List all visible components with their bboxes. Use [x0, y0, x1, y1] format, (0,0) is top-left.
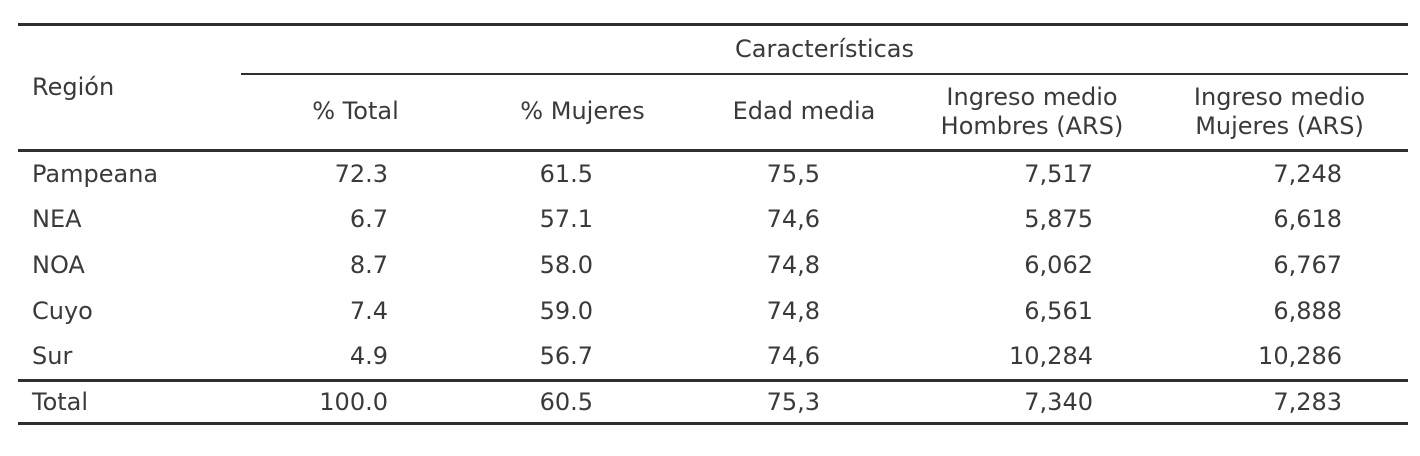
table-row-pampeana: Pampeana 72.3 61.5 75,5 7,517 7,248 — [18, 151, 1408, 197]
total-value-cell: 7,283 — [1151, 380, 1409, 425]
value-cell: 7,248 — [1273, 159, 1343, 188]
value-cell: 74,8 — [766, 297, 820, 326]
group-header-row: Región Características — [18, 24, 1409, 152]
value-cell: 72.3 — [334, 159, 388, 188]
table-header: Región Características % Total % Mujeres… — [18, 24, 1409, 152]
value-cell: 75,5 — [766, 159, 820, 188]
region-cell: Pampeana — [32, 159, 159, 188]
total-value-cell: 75,3 — [695, 380, 913, 425]
value-cell: 7,517 — [1024, 159, 1093, 188]
value-cell: 6.7 — [349, 205, 388, 234]
value-cell: 8.7 — [349, 251, 388, 280]
value-cell: 56.7 — [470, 334, 695, 382]
value-cell: 6,888 — [1273, 297, 1343, 326]
value-cell: 10,286 — [1151, 334, 1409, 382]
value-cell: 74,6 — [766, 205, 820, 234]
column-header-ingreso-mujeres: Ingreso medio Mujeres (ARS) — [1151, 73, 1409, 152]
value-cell: 10,284 — [913, 334, 1151, 382]
table-row-nea: NEA 6.7 57.1 74,6 5,875 6,618 — [18, 197, 1408, 243]
value-cell: 6,561 — [1024, 297, 1093, 326]
sub-header-row: % Total % Mujeres Edad media Ingreso med… — [18, 73, 1409, 152]
value-cell: 6,767 — [1273, 251, 1343, 280]
value-cell: 61.5 — [539, 159, 593, 188]
region-cell: Sur — [18, 334, 241, 382]
value-cell: 57.1 — [539, 205, 593, 234]
value-cell: 7.4 — [349, 297, 388, 326]
column-header-ingreso-hombres: Ingreso medio Hombres (ARS) — [913, 73, 1151, 152]
value-cell: 74,8 — [766, 251, 820, 280]
column-header-edad-media: Edad media — [695, 73, 913, 152]
total-value-cell: 100.0 — [241, 380, 470, 425]
region-cell: NEA — [32, 205, 82, 234]
value-cell: 74,6 — [695, 334, 913, 382]
table-row-total: Total 100.0 60.5 75,3 7,340 7,283 — [18, 380, 1409, 425]
value-cell: 6,618 — [1273, 205, 1343, 234]
region-column-header: Región — [18, 24, 241, 152]
region-cell: NOA — [32, 251, 85, 280]
value-cell: 6,062 — [1024, 251, 1093, 280]
region-cell: Cuyo — [32, 297, 93, 326]
column-header-pct-mujeres: % Mujeres — [470, 73, 695, 152]
total-label-cell: Total — [18, 380, 241, 425]
value-cell: 4.9 — [241, 334, 470, 382]
value-cell: 59.0 — [539, 297, 593, 326]
caracteristicas-group-header: Características — [241, 24, 1409, 75]
column-header-pct-total: % Total — [241, 73, 470, 152]
table-row-sur: Sur 4.9 56.7 74,6 10,284 10,286 — [18, 334, 1409, 382]
value-cell: 5,875 — [1024, 205, 1093, 234]
table-row-cuyo: Cuyo 7.4 59.0 74,8 6,561 6,888 — [18, 289, 1408, 335]
total-value-cell: 7,340 — [913, 380, 1151, 425]
total-value-cell: 60.5 — [470, 380, 695, 425]
table-body: Pampeana 72.3 61.5 75,5 7,517 7,248 NEA … — [18, 151, 1409, 425]
regions-characteristics-table: Región Características % Total % Mujeres… — [18, 23, 1409, 425]
table-row-noa: NOA 8.7 58.0 74,8 6,062 6,767 — [18, 243, 1408, 289]
value-cell: 58.0 — [539, 251, 593, 280]
